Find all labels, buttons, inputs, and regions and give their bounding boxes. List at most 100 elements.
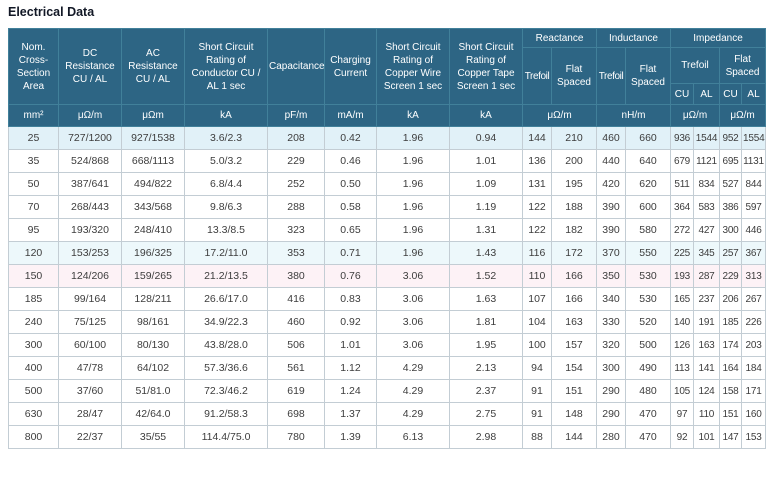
table-cell: 0.94 xyxy=(449,126,523,150)
table-cell: 17.2/11.0 xyxy=(184,241,268,265)
table-cell: 0.71 xyxy=(324,241,377,265)
table-cell: 22/37 xyxy=(58,425,122,449)
unit-sc-conductor: kA xyxy=(184,104,268,127)
table-cell: 229 xyxy=(719,264,742,288)
table-cell: 131 xyxy=(522,172,552,196)
table-cell: 229 xyxy=(267,149,325,173)
table-cell: 3.6/2.3 xyxy=(184,126,268,150)
table-cell: 300 xyxy=(719,218,742,242)
table-cell: 42/64.0 xyxy=(121,402,185,426)
table-cell: 171 xyxy=(740,379,767,403)
unit-reactance: μΩ/m xyxy=(522,104,597,127)
table-cell: 695 xyxy=(719,149,742,173)
table-cell: 35 xyxy=(8,149,59,173)
table-cell: 151 xyxy=(551,379,597,403)
table-cell: 158 xyxy=(719,379,742,403)
table-cell: 1.01 xyxy=(449,149,523,173)
table-cell: 240 xyxy=(8,310,59,334)
table-cell: 114.4/75.0 xyxy=(184,425,268,449)
table-cell: 0.46 xyxy=(324,149,377,173)
col-header-reactance-flat-spaced: Flat Spaced xyxy=(551,47,597,105)
table-cell: 320 xyxy=(596,333,626,357)
col-header-ac-resistance: AC Resistance CU / AL xyxy=(121,28,185,105)
table-cell: 226 xyxy=(740,310,767,334)
table-cell: 140 xyxy=(670,310,694,334)
table-cell: 28/47 xyxy=(58,402,122,426)
table-cell: 26.6/17.0 xyxy=(184,287,268,311)
table-cell: 91 xyxy=(522,402,552,426)
col-header-inductance-flat-spaced: Flat Spaced xyxy=(625,47,671,105)
table-cell: 225 xyxy=(670,241,694,265)
table-cell: 47/78 xyxy=(58,356,122,380)
table-cell: 188 xyxy=(551,195,597,219)
table-cell: 151 xyxy=(719,402,742,426)
table-cell: 530 xyxy=(625,264,671,288)
col-header-impedance-trefoil-cu: CU xyxy=(670,83,694,105)
table-cell: 727/1200 xyxy=(58,126,122,150)
table-cell: 1121 xyxy=(693,149,720,173)
table-row: 500 37/60 51/81.0 72.3/46.2 619 1.24 4.29 2.37 9… xyxy=(8,379,767,403)
table-cell: 390 xyxy=(596,218,626,242)
table-cell: 182 xyxy=(551,218,597,242)
table-cell: 2.13 xyxy=(449,356,523,380)
table-cell: 1.96 xyxy=(376,218,450,242)
table-cell: 3.06 xyxy=(376,333,450,357)
table-cell: 313 xyxy=(740,264,767,288)
table-cell: 367 xyxy=(740,241,767,265)
table-cell: 5.0/3.2 xyxy=(184,149,268,173)
col-header-nom-cross-section: Nom. Cross-Section Area xyxy=(8,28,59,105)
table-cell: 99/164 xyxy=(58,287,122,311)
table-cell: 97 xyxy=(670,402,694,426)
table-cell: 1.31 xyxy=(449,218,523,242)
table-cell: 679 xyxy=(670,149,694,173)
table-cell: 1.52 xyxy=(449,264,523,288)
table-cell: 520 xyxy=(625,310,671,334)
col-header-charging-current: Charging Current xyxy=(324,28,377,105)
table-cell: 323 xyxy=(267,218,325,242)
table-cell: 343/568 xyxy=(121,195,185,219)
table-cell: 1.96 xyxy=(376,172,450,196)
table-cell: 196/325 xyxy=(121,241,185,265)
unit-charging: mA/m xyxy=(324,104,377,127)
table-cell: 0.50 xyxy=(324,172,377,196)
table-cell: 122 xyxy=(522,195,552,219)
table-cell: 1.63 xyxy=(449,287,523,311)
table-cell: 104 xyxy=(522,310,552,334)
table-cell: 91 xyxy=(522,379,552,403)
table-cell: 1.37 xyxy=(324,402,377,426)
table-cell: 619 xyxy=(267,379,325,403)
header-sub-row: Trefoil Flat Spaced Trefoil Flat Spaced … xyxy=(9,47,767,105)
table-cell: 511 xyxy=(670,172,694,196)
unit-dc: μΩ/m xyxy=(58,104,122,127)
table-cell: 350 xyxy=(596,264,626,288)
table-cell: 21.2/13.5 xyxy=(184,264,268,288)
table-cell: 88 xyxy=(522,425,552,449)
table-cell: 936 xyxy=(670,126,694,150)
table-cell: 4.29 xyxy=(376,379,450,403)
table-header: Nom. Cross-Section Area DC Resistance CU… xyxy=(8,28,767,127)
table-cell: 9.8/6.3 xyxy=(184,195,268,219)
col-group-impedance-trefoil: Trefoil xyxy=(670,47,720,84)
table-row: 70 268/443 343/568 9.8/6.3 288 0.58 1.96 1.19 12… xyxy=(8,195,767,219)
table-cell: 3.06 xyxy=(376,310,450,334)
table-cell: 446 xyxy=(740,218,767,242)
table-cell: 470 xyxy=(625,425,671,449)
table-cell: 35/55 xyxy=(121,425,185,449)
table-body: 25 727/1200 927/1538 3.6/2.3 208 0.42 1.96 0.94… xyxy=(8,126,767,449)
table-cell: 95 xyxy=(8,218,59,242)
table-cell: 698 xyxy=(267,402,325,426)
table-cell: 668/1113 xyxy=(121,149,185,173)
table-cell: 116 xyxy=(522,241,552,265)
table-cell: 780 xyxy=(267,425,325,449)
col-header-sc-conductor: Short Circuit Rating of Conductor CU / A… xyxy=(184,28,268,105)
table-cell: 203 xyxy=(740,333,767,357)
table-cell: 122 xyxy=(522,218,552,242)
table-cell: 144 xyxy=(551,425,597,449)
table-cell: 583 xyxy=(693,195,720,219)
table-cell: 153 xyxy=(740,425,767,449)
table-row: 95 193/320 248/410 13.3/8.5 323 0.65 1.96 1.31 1… xyxy=(8,218,767,242)
table-cell: 345 xyxy=(693,241,720,265)
table-cell: 91.2/58.3 xyxy=(184,402,268,426)
table-cell: 206 xyxy=(719,287,742,311)
unit-impedance-trefoil: μΩ/m xyxy=(670,104,720,127)
